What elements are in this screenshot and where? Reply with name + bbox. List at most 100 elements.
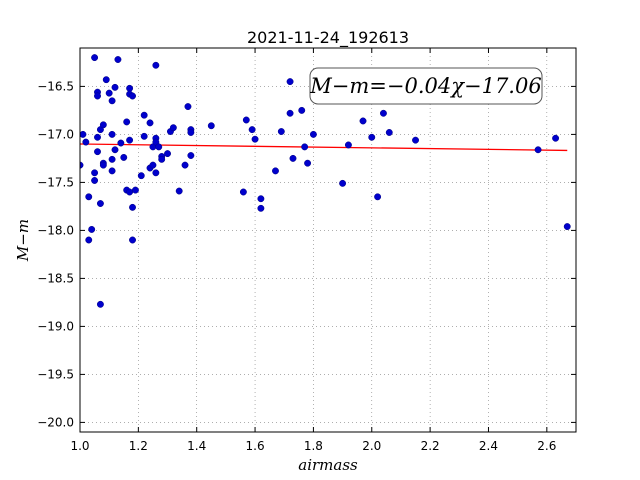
data-point — [111, 83, 119, 91]
data-point — [102, 76, 110, 84]
data-point — [140, 111, 148, 119]
data-point — [155, 143, 163, 151]
data-point — [126, 136, 134, 144]
x-tick-label: 1.4 — [187, 439, 206, 453]
data-point — [277, 128, 285, 135]
plot-area — [79, 47, 577, 433]
data-point — [108, 97, 116, 105]
data-point — [131, 186, 139, 194]
data-point — [207, 122, 215, 130]
x-tick-label: 1.6 — [246, 439, 265, 453]
chart-title: 2021-11-24_192613 — [247, 28, 409, 48]
data-point — [108, 155, 116, 163]
data-point — [120, 153, 128, 161]
data-point — [248, 126, 256, 134]
data-point — [304, 159, 312, 167]
x-tick-label: 1.2 — [129, 439, 148, 453]
x-tick-label: 1.0 — [70, 439, 89, 453]
data-point — [108, 130, 116, 138]
y-tick-labels: −16.5 −17.0 −17.5 −18.0 −18.5 −19.0 −19.5 −20.0 — [37, 79, 74, 429]
data-point — [563, 223, 571, 231]
data-point — [85, 193, 93, 201]
data-point — [99, 121, 107, 129]
data-point — [552, 134, 560, 142]
data-point — [117, 139, 125, 147]
data-point — [257, 195, 265, 203]
data-point — [286, 109, 294, 117]
x-axis-label: airmass — [298, 456, 358, 474]
data-point — [96, 200, 104, 207]
data-point — [301, 143, 309, 151]
data-point — [379, 109, 387, 117]
data-point — [91, 54, 99, 62]
plot-frame — [79, 47, 577, 433]
data-point — [368, 133, 376, 141]
data-point — [111, 146, 119, 154]
data-point — [242, 116, 250, 124]
data-point — [169, 124, 177, 132]
plot-background — [80, 48, 576, 432]
data-point — [412, 136, 419, 144]
y-tick-label: −17.0 — [37, 127, 74, 141]
data-point — [344, 141, 352, 149]
data-point — [129, 236, 136, 244]
y-tick-label: −20.0 — [37, 415, 74, 429]
x-tick-label: 2.6 — [537, 439, 556, 453]
data-point — [126, 84, 134, 92]
y-tick-label: −16.5 — [37, 79, 74, 93]
data-point — [94, 133, 101, 141]
data-point — [175, 187, 183, 195]
data-point — [80, 130, 87, 138]
y-tick-label: −19.5 — [37, 367, 74, 381]
data-point — [239, 188, 247, 196]
data-point — [123, 118, 131, 126]
data-layer — [80, 54, 571, 308]
data-point — [82, 138, 90, 146]
grid-lines — [79, 48, 576, 432]
data-point — [114, 56, 122, 63]
data-point — [286, 78, 294, 86]
data-point — [187, 152, 195, 159]
data-point — [149, 161, 157, 169]
data-point — [146, 119, 154, 127]
data-point — [187, 129, 195, 136]
y-axis-label: M−m — [14, 219, 32, 262]
data-point — [181, 161, 189, 169]
data-point — [94, 92, 101, 100]
fit-equation-annotation: M−m=−0.04χ−17.06 — [309, 67, 543, 105]
data-point — [108, 167, 116, 175]
y-tick-label: −17.5 — [37, 175, 74, 189]
data-point — [129, 203, 136, 211]
data-point — [374, 193, 382, 201]
data-point — [298, 106, 306, 114]
data-point — [96, 300, 104, 308]
data-point — [88, 225, 96, 233]
y-tick-label: −19.0 — [37, 319, 74, 333]
data-point — [85, 236, 93, 244]
y-tick-label: −18.0 — [37, 223, 74, 237]
data-point — [534, 146, 542, 154]
data-point — [94, 148, 101, 156]
data-point — [339, 179, 347, 187]
data-point — [152, 169, 160, 177]
annotation-box — [309, 67, 543, 105]
data-point — [140, 132, 148, 140]
data-point — [385, 129, 393, 136]
data-point — [289, 154, 297, 162]
x-tick-label: 1.8 — [304, 439, 323, 453]
data-point — [126, 188, 134, 196]
y-tick-label: −18.5 — [37, 271, 74, 285]
data-point — [359, 117, 367, 125]
data-point — [272, 167, 279, 175]
data-point — [129, 92, 136, 100]
data-point — [105, 89, 113, 97]
x-tick-label: 2.2 — [421, 439, 440, 453]
data-point — [137, 172, 145, 180]
data-point — [99, 161, 107, 169]
data-point — [164, 150, 171, 158]
data-point — [152, 61, 160, 69]
data-point — [251, 135, 259, 143]
annotation-text: M−m=−0.04χ−17.06 — [309, 74, 541, 98]
data-point — [91, 177, 99, 184]
